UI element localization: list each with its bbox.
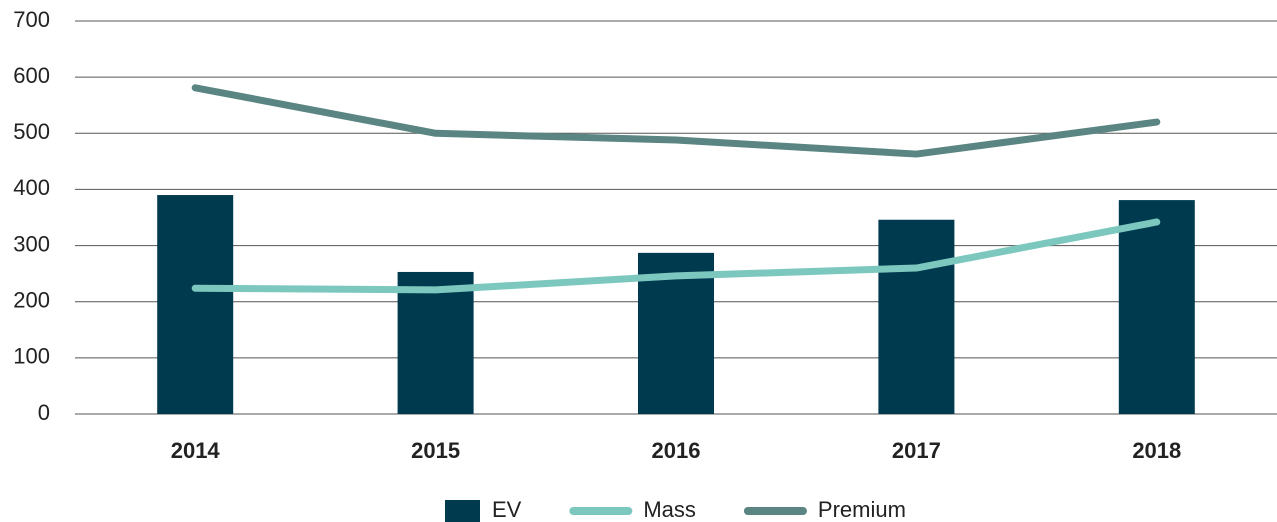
bar — [157, 195, 234, 414]
y-tick-label: 300 — [13, 231, 50, 256]
line — [191, 84, 1161, 158]
bar — [878, 219, 955, 414]
y-tick-label: 100 — [13, 344, 50, 369]
x-tick-label: 2016 — [652, 438, 701, 463]
bar — [1118, 200, 1195, 414]
y-tick-label: 600 — [13, 63, 50, 88]
x-tick-label: 2014 — [171, 438, 221, 463]
x-tick-label: 2017 — [892, 438, 941, 463]
legend-label: Premium — [818, 497, 906, 522]
legend-label: EV — [492, 497, 522, 522]
y-tick-label: 400 — [13, 175, 50, 200]
x-tick-label: 2018 — [1132, 438, 1181, 463]
y-tick-label: 0 — [38, 400, 50, 425]
line — [191, 218, 1161, 294]
bar — [397, 271, 474, 414]
x-tick-label: 2015 — [411, 438, 460, 463]
y-tick-label: 500 — [13, 119, 50, 144]
y-tick-label: 700 — [13, 7, 50, 32]
y-tick-label: 200 — [13, 288, 50, 313]
legend-swatch — [445, 500, 480, 522]
legend-label: Mass — [643, 497, 696, 522]
